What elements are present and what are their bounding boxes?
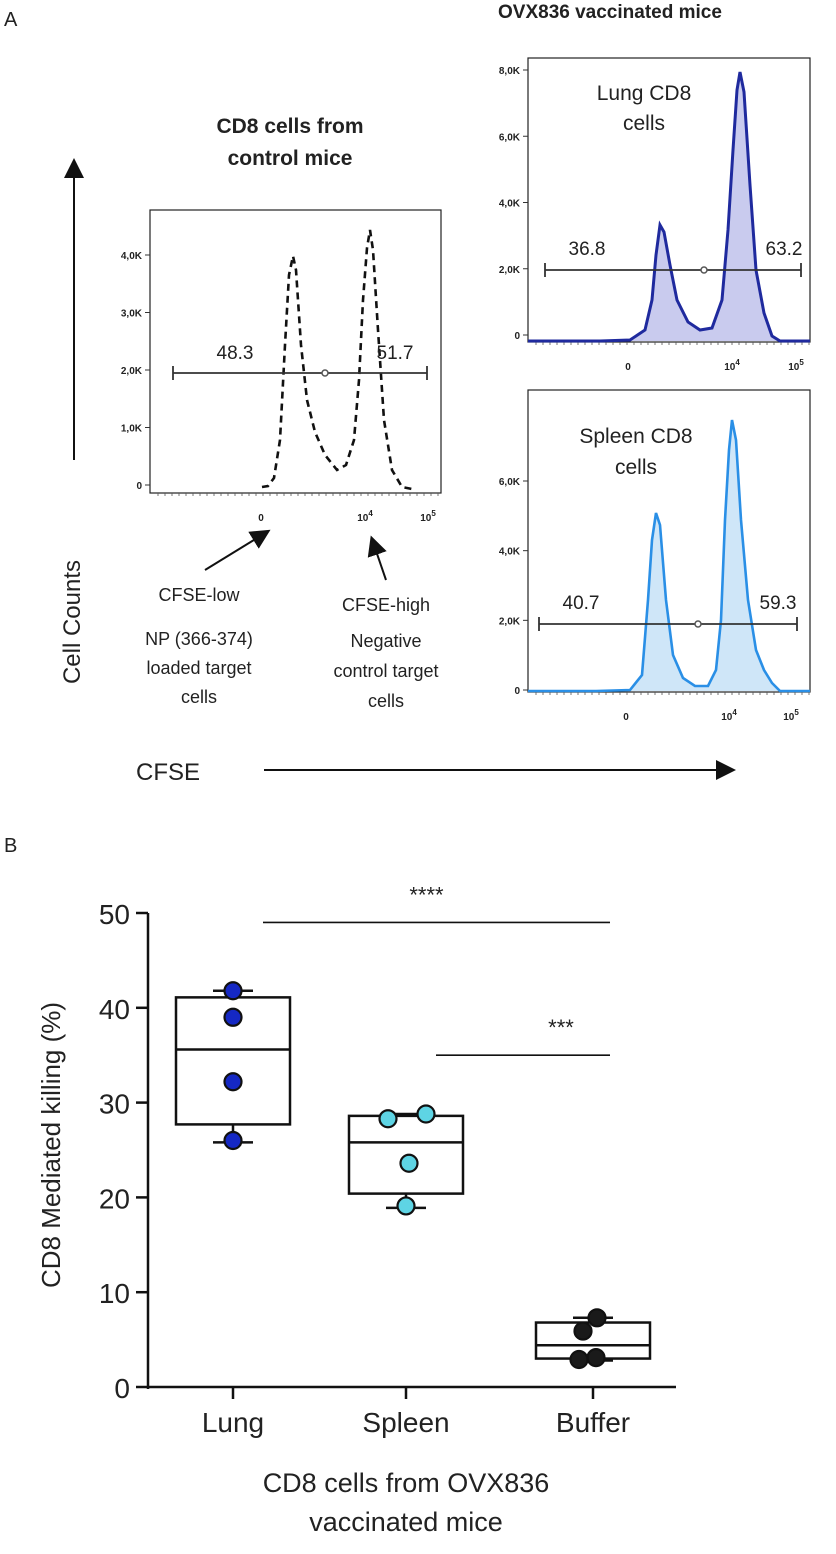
histogram-x-tick-label: 104 xyxy=(357,509,373,524)
low-annotation-line: cells xyxy=(181,687,217,707)
box-spleen xyxy=(347,1104,465,1216)
high-annotation-line: control target xyxy=(333,661,438,681)
low-annotation-line: NP (366-374) xyxy=(145,629,253,649)
box-iqr xyxy=(347,1114,465,1195)
boxplot-x-label-line2: vaccinated mice xyxy=(309,1507,503,1537)
significance-label: **** xyxy=(409,882,444,907)
histogram-y-tick-label: 2,0K xyxy=(499,265,521,276)
histogram-y-tick-label: 0 xyxy=(136,481,142,492)
histogram-lung: 0 2,0K 4,0K 6,0K 8,0K 0 104 105 Lung CD8 cells… xyxy=(499,57,811,373)
spleen-histogram-curve xyxy=(528,419,810,693)
high-annotation: CFSE-high Negative control target cells xyxy=(333,595,438,711)
low-annotation-line: loaded target xyxy=(146,658,251,678)
y-tick-label: 30 xyxy=(99,1089,130,1120)
high-annotation-arrow xyxy=(367,535,387,581)
lung-histogram-fill xyxy=(528,72,810,341)
histogram-y-tick-label: 6,0K xyxy=(499,477,521,488)
lung-gate-left: 36.8 xyxy=(569,239,606,260)
data-point xyxy=(399,1153,419,1173)
cfse-label: CFSE xyxy=(136,759,200,786)
lung-title-line2: cells xyxy=(623,112,665,135)
high-annotation-line: cells xyxy=(368,691,404,711)
low-annotation-arrow xyxy=(204,529,271,571)
x-tick-label: Spleen xyxy=(362,1407,449,1438)
cell-counts-label: Cell Counts xyxy=(59,560,86,684)
lung-gate-right: 63.2 xyxy=(766,239,803,260)
histogram-x-tick-label: 104 xyxy=(724,358,740,373)
panel-b-label: B xyxy=(4,835,17,857)
histogram-y-tick-label: 6,0K xyxy=(499,132,521,143)
data-point xyxy=(569,1349,589,1370)
histogram-x-tick-label: 104 xyxy=(721,708,737,723)
x-tick-label: Buffer xyxy=(556,1407,630,1438)
box-buffer xyxy=(534,1308,652,1370)
vaccinated-header: OVX836 vaccinated mice xyxy=(498,2,722,23)
histogram-y-tick-label: 3,0K xyxy=(121,309,143,320)
histogram-x-tick-label: 105 xyxy=(788,358,804,373)
spleen-histogram-fill xyxy=(528,420,810,691)
data-point xyxy=(378,1109,398,1129)
control-histogram-curve xyxy=(261,229,413,491)
significance-label: *** xyxy=(548,1015,574,1040)
histogram-y-tick-label: 4,0K xyxy=(121,251,143,262)
histogram-y-tick-label: 4,0K xyxy=(499,199,521,210)
spleen-gate-left: 40.7 xyxy=(563,593,600,614)
data-point xyxy=(223,1072,243,1092)
data-point xyxy=(396,1196,416,1216)
lung-title-line1: Lung CD8 xyxy=(597,82,692,105)
data-point xyxy=(223,1007,243,1027)
spleen-title-line1: Spleen CD8 xyxy=(579,425,692,448)
high-annotation-line: CFSE-high xyxy=(342,595,430,615)
histogram-y-tick-label: 2,0K xyxy=(499,616,521,627)
histogram-y-tick-label: 0 xyxy=(514,686,520,697)
high-annotation-line: Negative xyxy=(350,631,421,651)
boxplot-y-label: CD8 Mediated killing (%) xyxy=(36,1002,66,1288)
histogram-spleen: 0 2,0K 4,0K 6,0K 0 104 105 Spleen CD8 cells 4… xyxy=(499,389,811,723)
low-annotation: CFSE-low NP (366-374) loaded target cell… xyxy=(145,585,253,707)
x-tick-label: Lung xyxy=(202,1407,264,1438)
boxplot-x-label-line1: CD8 cells from OVX836 xyxy=(263,1468,550,1498)
control-title-line2: control mice xyxy=(228,147,353,170)
control-title-line1: CD8 cells from xyxy=(216,115,363,138)
histogram-y-tick-label: 8,0K xyxy=(499,66,521,77)
histogram-y-tick-label: 0 xyxy=(514,331,520,342)
data-point xyxy=(587,1308,607,1328)
y-tick-label: 40 xyxy=(99,994,130,1025)
y-tick-label: 20 xyxy=(99,1183,130,1214)
low-annotation-line: CFSE-low xyxy=(158,585,240,605)
data-point xyxy=(223,1130,243,1151)
histogram-x-tick-label: 0 xyxy=(258,513,264,524)
data-point xyxy=(223,981,243,1001)
control-gate-right: 51.7 xyxy=(377,343,414,364)
data-point xyxy=(586,1348,606,1368)
histogram-y-tick-label: 1,0K xyxy=(121,424,143,435)
y-tick-label: 50 xyxy=(99,899,130,930)
spleen-gate-right: 59.3 xyxy=(760,593,797,614)
y-tick-label: 10 xyxy=(99,1278,130,1309)
y-tick-label: 0 xyxy=(114,1373,130,1404)
spleen-title-line2: cells xyxy=(615,456,657,479)
histogram-x-tick-label: 0 xyxy=(623,712,629,723)
histogram-x-tick-label: 105 xyxy=(783,708,799,723)
histogram-x-tick-label: 105 xyxy=(420,509,436,524)
histogram-y-tick-label: 2,0K xyxy=(121,366,143,377)
histogram-y-tick-label: 4,0K xyxy=(499,547,521,558)
data-point xyxy=(573,1321,593,1341)
data-point xyxy=(416,1104,436,1124)
histogram-control: 0 1,0K 2,0K 3,0K 4,0K 0 104 105 48.3 51.7 xyxy=(121,209,442,524)
panel-a-label: A xyxy=(4,9,18,31)
control-gate-left: 48.3 xyxy=(217,343,254,364)
histogram-x-tick-label: 0 xyxy=(625,362,631,373)
box-lung xyxy=(174,981,292,1151)
